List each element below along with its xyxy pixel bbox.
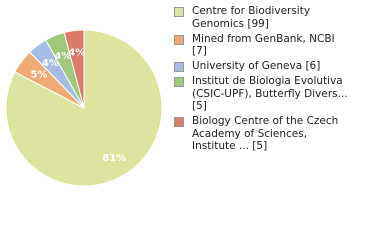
- legend-label: Institut de Biologia Evolutiva (CSIC-UPF…: [192, 75, 348, 112]
- slice-label: 4%: [54, 51, 71, 62]
- legend-label: Centre for Biodiversity Genomics [99]: [192, 5, 311, 30]
- legend-label: Mined from GenBank, NCBI [7]: [192, 32, 335, 58]
- pie-area: 81%5%4%4%4%: [5, 29, 163, 187]
- slice-label: 4%: [68, 47, 85, 58]
- legend-entry: Mined from GenBank, NCBI [7]: [174, 33, 350, 58]
- legend-swatch: [174, 77, 184, 87]
- pie-slice: [63, 29, 85, 109]
- legend-entry: Institut de Biologia Evolutiva (CSIC-UPF…: [174, 75, 350, 113]
- slice-label: 81%: [102, 153, 126, 164]
- legend-entry: University of Geneva [6]: [174, 60, 350, 73]
- legend-swatch: [174, 117, 184, 127]
- legend-label: University of Geneva [6]: [192, 60, 321, 72]
- legend-entry: Centre for Biodiversity Genomics [99]: [174, 5, 350, 30]
- legend: Centre for Biodiversity Genomics [99] Min…: [174, 5, 350, 155]
- slice-label: 4%: [42, 58, 59, 69]
- legend-swatch: [174, 7, 184, 17]
- legend-swatch: [174, 34, 184, 45]
- legend-entry: Biology Centre of the Czech Academy of S…: [174, 115, 350, 153]
- legend-label: Biology Centre of the Czech Academy of S…: [192, 115, 339, 152]
- legend-swatch: [174, 62, 184, 72]
- slice-label: 5%: [31, 69, 48, 80]
